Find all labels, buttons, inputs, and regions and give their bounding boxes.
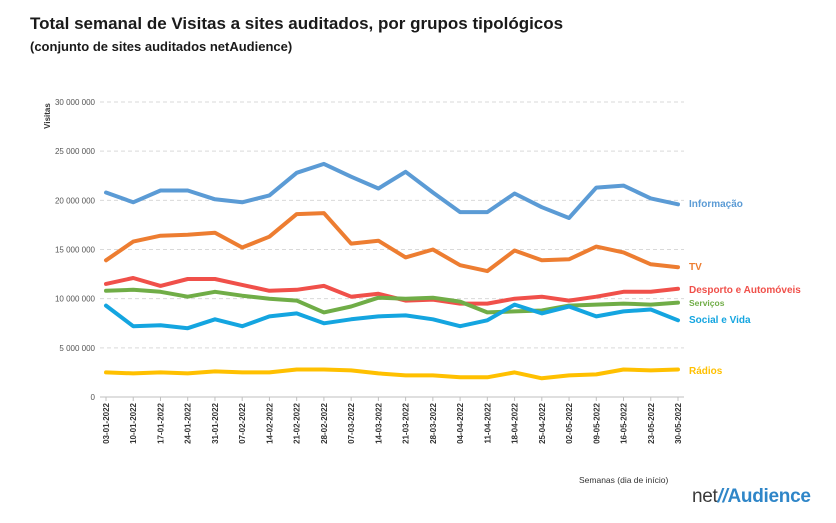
- series-label-informa-o: Informação: [689, 199, 743, 210]
- series-label-social-e-vida: Social e Vida: [689, 315, 751, 326]
- y-tick-label: 15 000 000: [55, 246, 96, 255]
- x-tick-label: 02-05-2022: [565, 402, 574, 443]
- y-axis-label: Visitas: [43, 103, 52, 129]
- x-tick-label: 14-02-2022: [265, 402, 274, 443]
- netaudience-logo: net//Audience: [692, 486, 811, 508]
- series-line-tv: [104, 211, 680, 274]
- x-tick-label: 18-04-2022: [511, 402, 520, 443]
- y-tick-label: 10 000 000: [55, 295, 96, 304]
- x-tick-label: 28-02-2022: [320, 402, 329, 443]
- series-line-r-dios: [104, 367, 680, 381]
- x-tick-label: 31-01-2022: [211, 402, 220, 443]
- logo-prefix: net: [692, 486, 718, 507]
- x-tick-labels: 03-01-2022 10-01-2022 17-01-2022 24-01-2022…: [102, 397, 683, 444]
- x-tick-label: 03-01-2022: [102, 402, 111, 443]
- x-tick-label: 21-02-2022: [293, 402, 302, 443]
- y-tick-labels: 0 5 000 000 10 000 000 15 000 000 20 000 000…: [55, 98, 96, 402]
- chart-title: Total semanal de Visitas a sites auditad…: [30, 14, 564, 33]
- x-tick-label: 14-03-2022: [374, 402, 383, 443]
- y-tick-label: 20 000 000: [55, 196, 96, 205]
- series-lines: [104, 161, 680, 381]
- x-tick-label: 10-01-2022: [129, 402, 138, 443]
- x-tick-label: 25-04-2022: [538, 402, 547, 443]
- y-tick-label: 0: [91, 393, 96, 402]
- series-line-social-e-vida: [104, 302, 680, 331]
- series-line-informa-o: [104, 161, 680, 220]
- logo-name: Audience: [727, 486, 811, 507]
- series-labels: Informação TV Desporto e Automóveis Serviço…: [689, 199, 801, 377]
- series-label-desporto-e-autom-veis: Desporto e Automóveis: [689, 285, 801, 296]
- x-axis-label: Semanas (dia de início): [579, 475, 669, 485]
- x-tick-label: 16-05-2022: [620, 402, 629, 443]
- x-tick-label: 11-04-2022: [483, 402, 492, 443]
- x-tick-label: 24-01-2022: [184, 402, 193, 443]
- series-line-servi-os: [104, 287, 680, 315]
- x-tick-label: 07-02-2022: [238, 402, 247, 443]
- series-label-tv: TV: [689, 262, 702, 273]
- series-label-r-dios: Rádios: [689, 366, 723, 377]
- x-tick-label: 04-04-2022: [456, 402, 465, 443]
- x-tick-label: 30-05-2022: [674, 402, 683, 443]
- x-tick-label: 23-05-2022: [647, 402, 656, 443]
- chart-subtitle: (conjunto de sites auditados netAudience…: [30, 39, 293, 54]
- series-label-servi-os: Serviços: [689, 298, 725, 308]
- logo-slash: //: [717, 486, 728, 507]
- x-tick-label: 07-03-2022: [347, 402, 356, 443]
- x-tick-label: 17-01-2022: [156, 402, 165, 443]
- x-tick-label: 28-03-2022: [429, 402, 438, 443]
- y-tick-label: 5 000 000: [59, 344, 95, 353]
- y-tick-label: 30 000 000: [55, 98, 96, 107]
- y-tick-label: 25 000 000: [55, 147, 96, 156]
- x-tick-label: 09-05-2022: [592, 402, 601, 443]
- x-tick-label: 21-03-2022: [402, 402, 411, 443]
